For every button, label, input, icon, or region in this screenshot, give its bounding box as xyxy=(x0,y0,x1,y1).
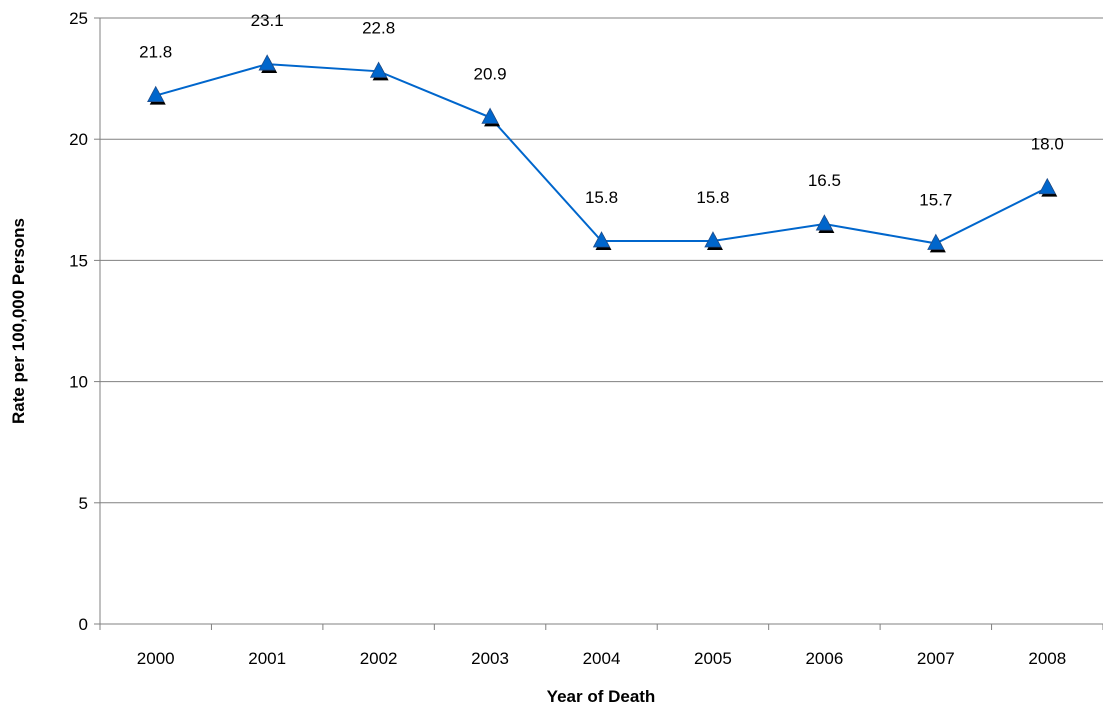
point-2003 xyxy=(481,107,499,124)
y-tick-label-25: 25 xyxy=(69,9,88,28)
x-tick-label-2005: 2005 xyxy=(694,649,732,668)
point-2000 xyxy=(147,85,165,102)
series-markers xyxy=(147,54,1058,253)
y-tick-label-0: 0 xyxy=(79,615,88,634)
data-labels: 21.8 23.1 22.8 20.9 15.8 15.8 16.5 15.7 18.0 xyxy=(139,11,1064,209)
plot-frame xyxy=(99,18,1103,625)
y-tick-labels: 0 5 10 15 20 25 xyxy=(69,9,88,634)
point-2007 xyxy=(927,233,945,250)
x-tick-labels: 2000 2001 2002 2003 2004 2005 2006 2007 2008 xyxy=(137,649,1066,668)
gridlines xyxy=(100,17,1103,504)
data-label-2003: 20.9 xyxy=(474,64,507,83)
x-tick-label-2002: 2002 xyxy=(360,649,398,668)
y-tick-label-5: 5 xyxy=(79,494,88,513)
point-2001 xyxy=(258,54,276,71)
x-tick-label-2007: 2007 xyxy=(917,649,955,668)
x-tick-label-2006: 2006 xyxy=(805,649,843,668)
y-tick-label-15: 15 xyxy=(69,251,88,270)
data-label-2008: 18.0 xyxy=(1031,135,1064,154)
x-tick-label-2003: 2003 xyxy=(471,649,509,668)
y-axis-title: Rate per 100,000 Persons xyxy=(9,218,28,424)
point-2006 xyxy=(815,214,834,231)
y-tick-label-20: 20 xyxy=(69,130,88,149)
series-0-line xyxy=(155,63,1048,245)
x-tick-label-2000: 2000 xyxy=(137,649,175,668)
data-label-2006: 16.5 xyxy=(808,171,841,190)
data-label-2000: 21.8 xyxy=(139,43,172,62)
point-2002 xyxy=(369,61,388,78)
data-label-2005: 15.8 xyxy=(696,188,729,207)
x-tick-label-2008: 2008 xyxy=(1028,649,1066,668)
point-2004 xyxy=(592,231,611,248)
x-tick-label-2004: 2004 xyxy=(583,649,621,668)
data-label-2001: 23.1 xyxy=(251,11,284,30)
x-tick-label-2001: 2001 xyxy=(248,649,286,668)
point-2008 xyxy=(1038,177,1056,195)
data-label-2007: 15.7 xyxy=(919,190,952,209)
y-tick-label-10: 10 xyxy=(69,373,88,392)
data-label-2004: 15.8 xyxy=(585,188,618,207)
y-tick-marks xyxy=(94,17,100,625)
series-line xyxy=(155,63,1048,245)
x-axis-title: Year of Death xyxy=(547,687,656,706)
x-tick-marks xyxy=(99,624,1103,630)
data-label-2002: 22.8 xyxy=(362,18,395,37)
point-2005 xyxy=(704,231,722,248)
